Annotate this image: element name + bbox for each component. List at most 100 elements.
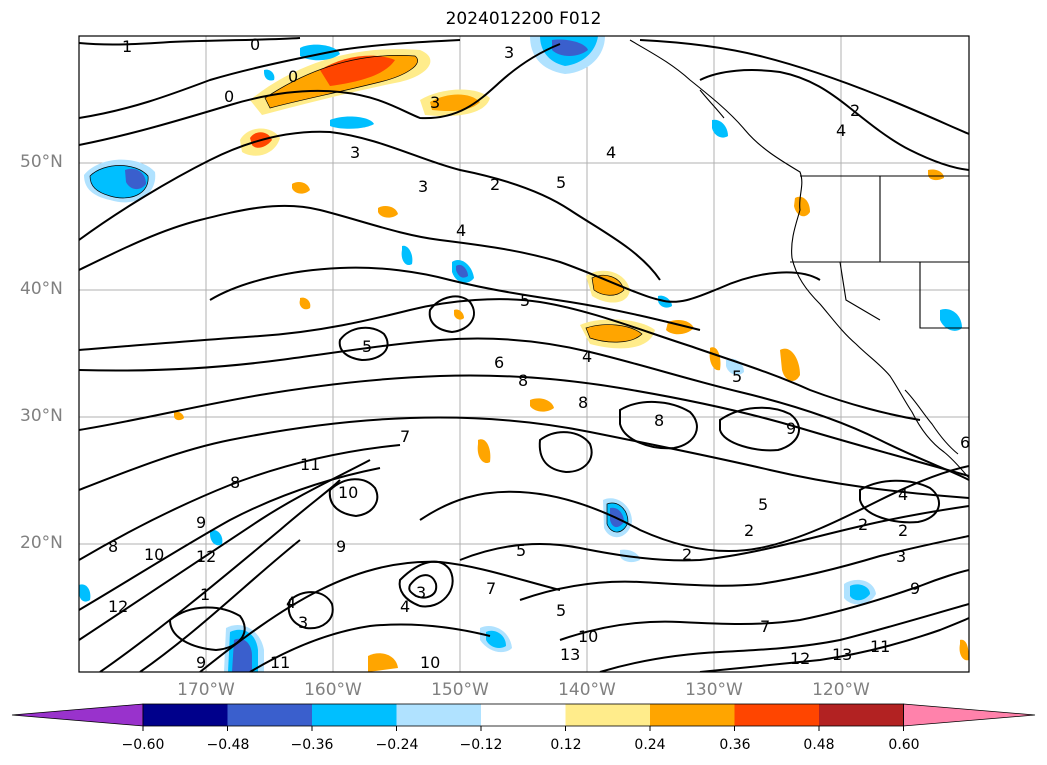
contour-label: 8	[108, 537, 118, 556]
contour-label: 10	[578, 627, 598, 646]
contour-label: 10	[338, 483, 358, 502]
contour-label: 0	[224, 87, 234, 106]
lat-label: 40°N	[20, 279, 63, 299]
contour-label: 2	[682, 545, 692, 564]
contour-label: 13	[560, 645, 580, 664]
colorbar-tick-label: 0.12	[550, 737, 582, 753]
contour-label: 11	[270, 653, 290, 672]
contour-label: 1	[122, 37, 132, 56]
colorbar-tick-label: 0.60	[888, 737, 920, 753]
contour-label-group: 1 0 0 0 3 4 5 2 3 3 3 2 4 4 5 5 6 8 8 8 …	[108, 35, 970, 672]
colorbar-extend-high	[903, 703, 1036, 727]
contour-label: 8	[518, 371, 528, 390]
coastlines	[629, 39, 969, 479]
colorbar-segment	[734, 704, 820, 726]
contour-label: 7	[486, 579, 496, 598]
lon-label: 160°W	[304, 680, 362, 700]
contour-label: 1	[200, 585, 210, 604]
contour-label: 4	[400, 597, 410, 616]
colorbar-frame	[142, 703, 904, 727]
contour-label: 5	[516, 541, 526, 560]
colorbar-tick-label: −0.48	[206, 737, 250, 753]
colorbar-segment	[565, 704, 651, 726]
contour-label: 3	[896, 547, 906, 566]
contour-label: 2	[858, 515, 868, 534]
contour-label: 7	[400, 427, 410, 446]
colorbar-segment	[227, 704, 313, 726]
colorbar-tick-label: −0.24	[375, 737, 419, 753]
contour-label: 11	[870, 637, 890, 656]
contour-label: 9	[910, 579, 920, 598]
colorbar-tick-label: 0.48	[803, 737, 835, 753]
contour-label: 11	[300, 455, 320, 474]
contour-lines	[79, 37, 969, 672]
contour-label: 9	[196, 513, 206, 532]
lon-label: 170°W	[177, 680, 235, 700]
colorbar-segment	[143, 704, 228, 726]
colorbar-segment	[312, 704, 397, 726]
contour-label: 6	[960, 433, 970, 452]
colorbar-tick-label: 0.24	[634, 737, 666, 753]
colorbar-extend-low	[11, 703, 144, 727]
contour-label: 10	[420, 653, 440, 672]
contour-label: 4	[286, 593, 296, 612]
contour-label: 9	[786, 419, 796, 438]
contour-label: 8	[654, 411, 664, 430]
lon-label: 130°W	[685, 680, 743, 700]
lat-label: 20°N	[20, 533, 63, 553]
negative-anomaly-shading	[79, 36, 962, 672]
colorbar-tick-label: −0.60	[121, 737, 165, 753]
contour-label: 8	[230, 473, 240, 492]
contour-label: 5	[362, 337, 372, 356]
contour-label: 5	[520, 291, 530, 310]
contour-label: 4	[582, 347, 592, 366]
lat-label: 30°N	[20, 406, 63, 426]
colorbar-segment	[819, 704, 904, 726]
contour-label: 5	[556, 173, 566, 192]
map-title: 2024012200 F012	[445, 9, 602, 29]
lon-label: 150°W	[431, 680, 489, 700]
contour-label: 5	[758, 495, 768, 514]
map-frame	[78, 35, 970, 673]
contour-label: 3	[298, 613, 308, 632]
contour-label: 0	[288, 67, 298, 86]
contour-label: 12	[790, 649, 810, 668]
contour-label: 3	[430, 93, 440, 112]
contour-label: 3	[350, 143, 360, 162]
colorbar-segment	[650, 704, 735, 726]
contour-label: 13	[832, 645, 852, 664]
colorbar-segment	[396, 704, 482, 726]
contour-label: 2	[850, 101, 860, 120]
contour-label: 3	[418, 177, 428, 196]
colorbar-tick-label: −0.12	[459, 737, 503, 753]
colorbar-tick-label: 0.36	[719, 737, 751, 753]
contour-label: 7	[760, 617, 770, 636]
contour-label: 12	[108, 597, 128, 616]
contour-label: 9	[336, 537, 346, 556]
lon-label: 140°W	[558, 680, 616, 700]
contour-label: 4	[836, 121, 846, 140]
contour-label: 10	[144, 545, 164, 564]
contour-label: 6	[494, 353, 504, 372]
positive-anomaly-shading	[174, 49, 969, 672]
contour-label: 2	[490, 175, 500, 194]
contour-label: 2	[898, 521, 908, 540]
colorbar-segment	[481, 704, 566, 726]
contour-label: 8	[578, 393, 588, 412]
contour-label: 5	[556, 601, 566, 620]
shading-outlines	[89, 55, 643, 533]
lat-label: 50°N	[20, 152, 63, 172]
contour-label: 9	[196, 653, 206, 672]
contour-label: 2	[744, 521, 754, 540]
contour-label: 12	[196, 547, 216, 566]
contour-label: 3	[504, 43, 514, 62]
contour-label: 4	[606, 143, 616, 162]
contour-label: 4	[898, 485, 908, 504]
contour-label: 4	[456, 221, 466, 240]
colorbar	[11, 703, 1036, 731]
colorbar-tick-label: −0.36	[290, 737, 334, 753]
contour-label: 0	[250, 35, 260, 54]
contour-label: 5	[732, 367, 742, 386]
contour-label: 3	[416, 583, 426, 602]
